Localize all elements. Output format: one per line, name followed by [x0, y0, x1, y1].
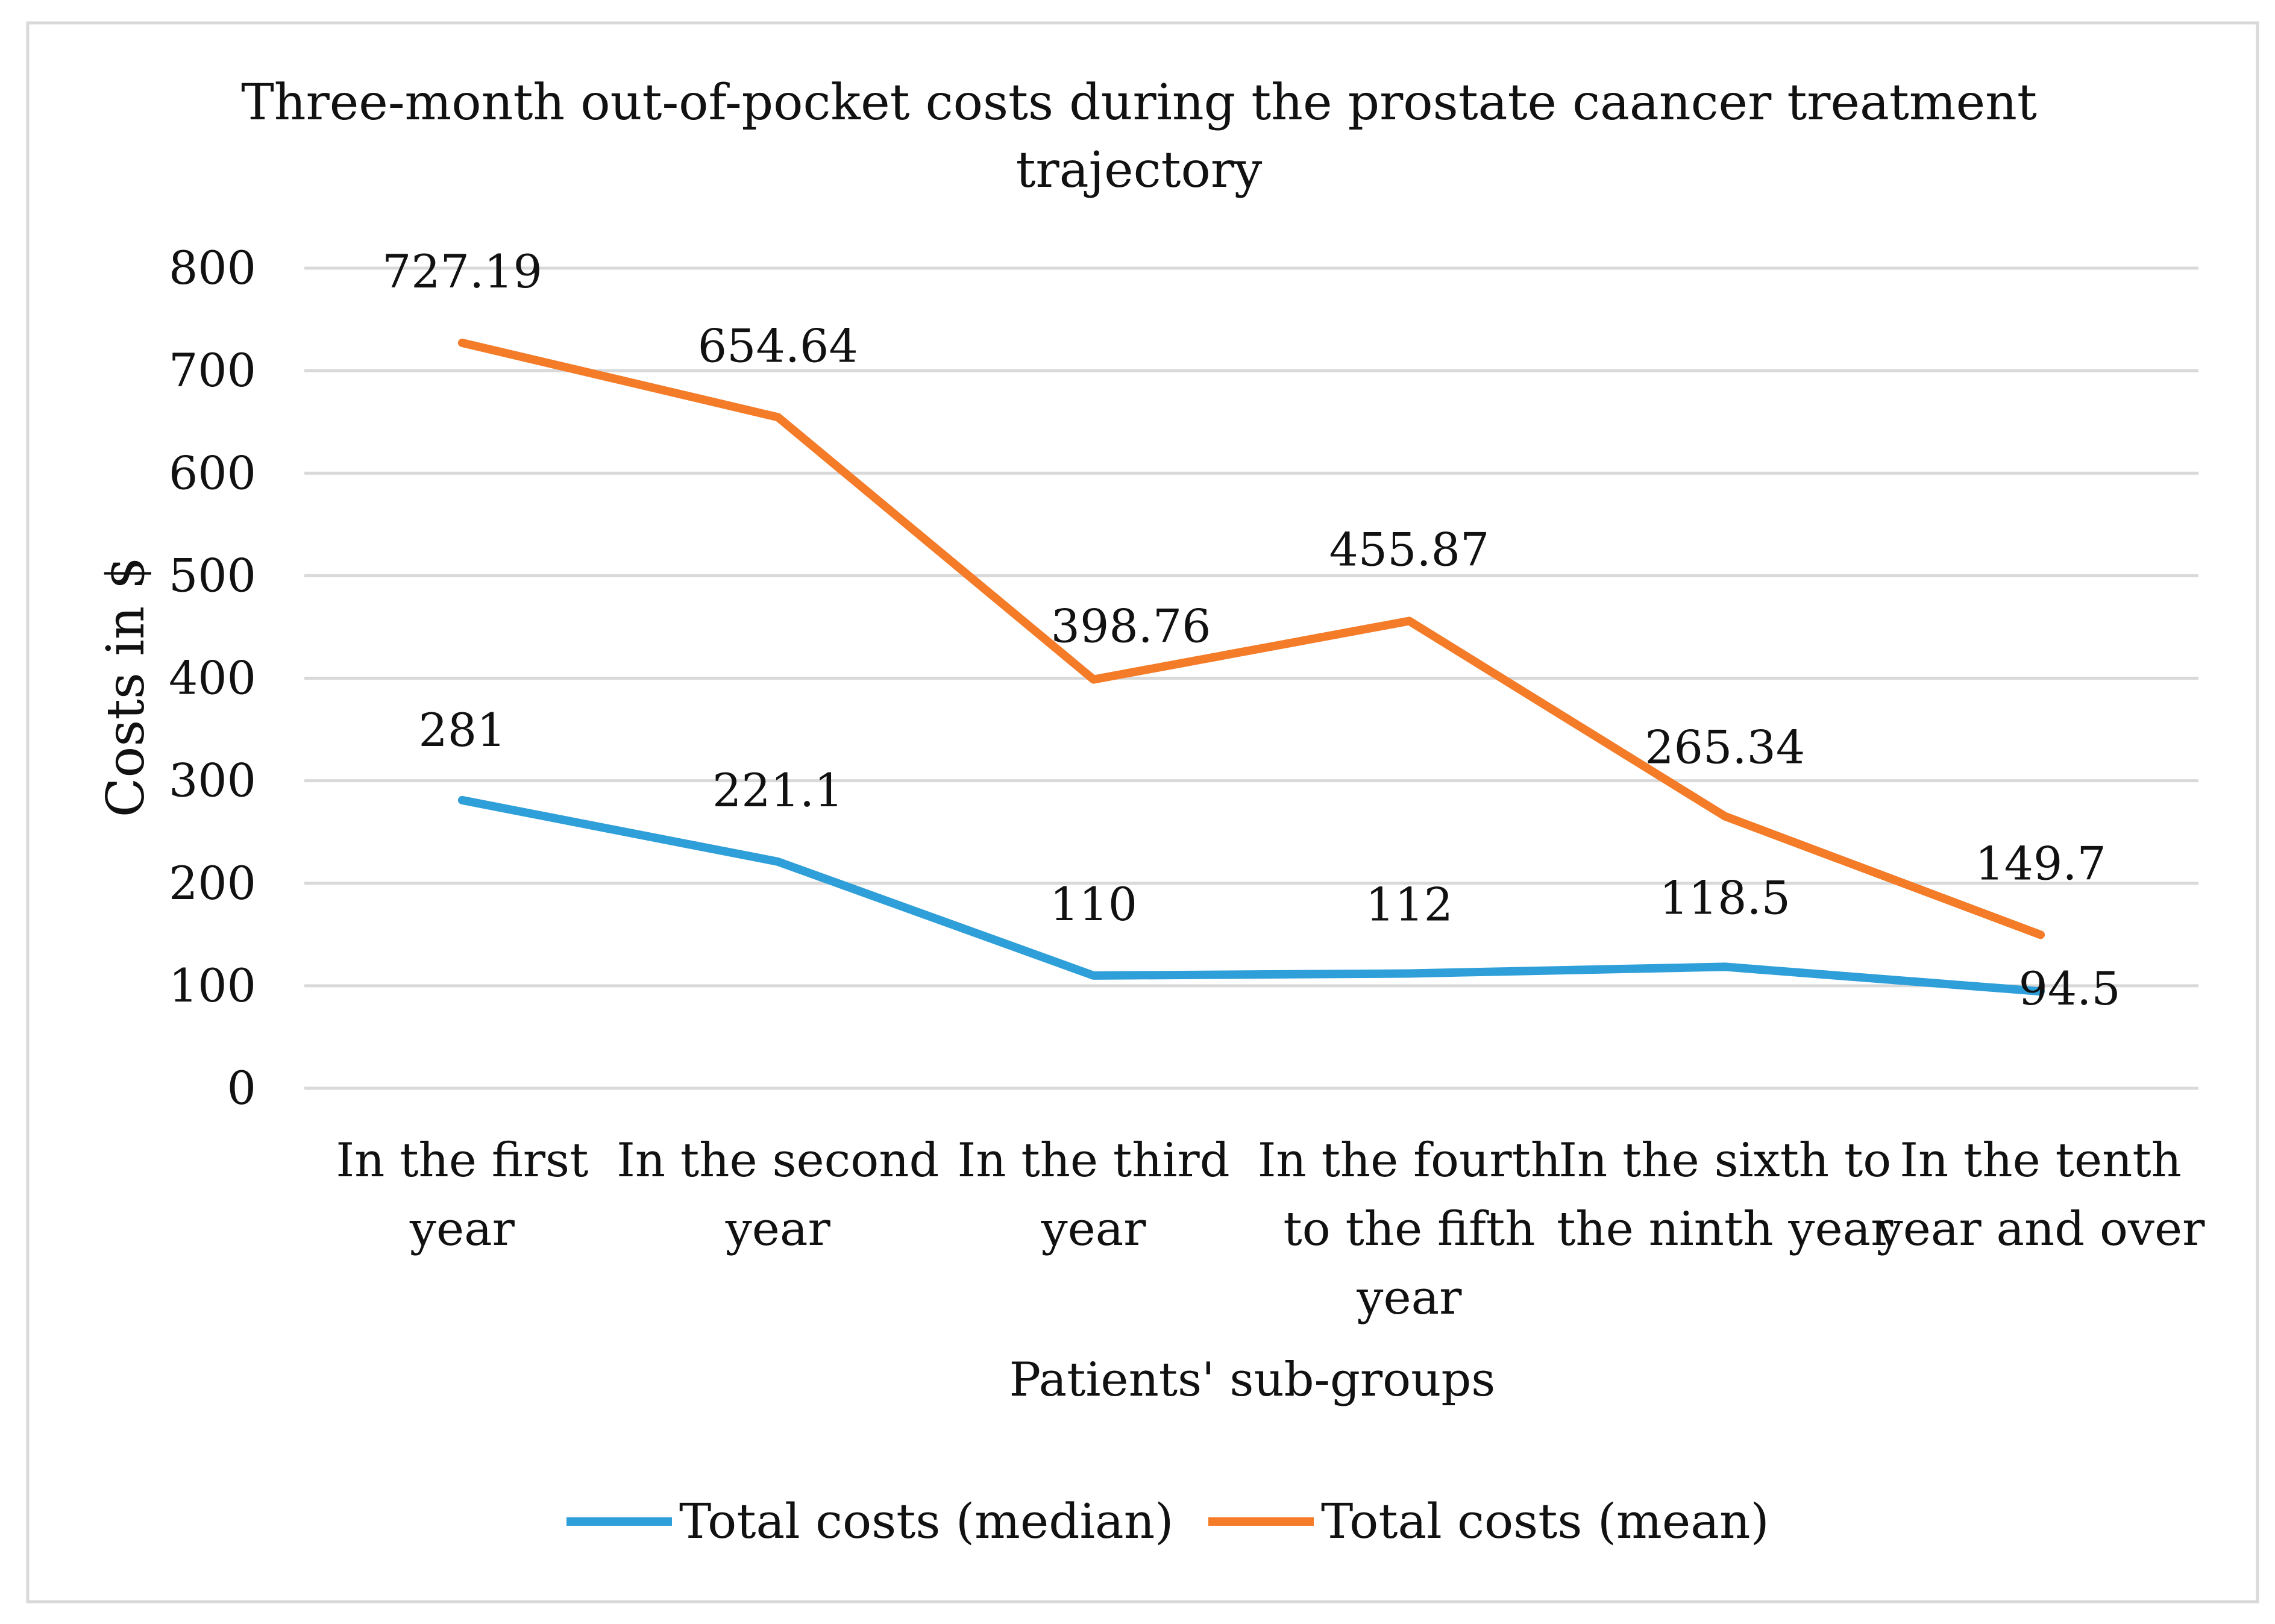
legend-label-mean: Total costs (mean) [1321, 1493, 1769, 1549]
x-category-5: In the sixth to the ninth year [1557, 1133, 1894, 1256]
y-axis-ticks: 0 100 200 300 400 500 600 700 800 [169, 241, 256, 1115]
x-category-2-line-1: In the second [617, 1133, 939, 1188]
gridlines [304, 266, 2198, 1090]
data-label-median-6: 94.5 [2018, 962, 2120, 1015]
x-category-6-line-1: In the tenth [1900, 1133, 2182, 1188]
y-tick-label-400: 400 [169, 651, 256, 705]
x-category-1-line-2: year [409, 1202, 515, 1256]
x-category-5-line-1: In the sixth to [1558, 1133, 1891, 1188]
x-category-3-line-1: In the third [958, 1133, 1230, 1188]
data-label-median-1: 281 [418, 703, 506, 757]
x-category-4-line-3: year [1356, 1271, 1462, 1325]
x-category-5-line-2: the ninth year [1557, 1202, 1894, 1256]
y-tick-label-300: 300 [169, 754, 256, 807]
y-tick-label-600: 600 [169, 446, 256, 500]
x-category-4-line-1: In the fourth [1258, 1133, 1561, 1188]
series-lines [457, 338, 2045, 996]
x-category-4: In the fourth to the fifth year [1258, 1133, 1561, 1325]
y-axis-title: Costs in $ [96, 557, 156, 818]
data-label-mean-1: 727.19 [382, 245, 542, 298]
chart-title-line-1: Three-month out-of-pocket costs during t… [241, 74, 2037, 131]
y-tick-label-200: 200 [169, 856, 256, 910]
series-line-median [457, 795, 2045, 996]
series-line-mean [457, 338, 2045, 939]
legend: Total costs (median) Total costs (mean) [566, 1493, 1769, 1549]
y-tick-label-100: 100 [169, 959, 256, 1012]
x-category-1-line-1: In the first [336, 1133, 588, 1188]
y-tick-label-700: 700 [169, 343, 256, 397]
x-category-3: In the third year [958, 1133, 1230, 1256]
y-tick-label-800: 800 [169, 241, 256, 295]
x-category-2-line-2: year [725, 1202, 831, 1256]
x-category-4-line-2: to the fifth [1283, 1202, 1535, 1256]
chart-title-line-2: trajectory [1016, 142, 1263, 199]
x-axis-title: Patients' sub-groups [1009, 1353, 1496, 1407]
y-tick-label-500: 500 [169, 548, 256, 602]
x-category-2: In the second year [617, 1133, 939, 1256]
x-category-3-line-2: year [1041, 1202, 1147, 1256]
data-label-mean-2: 654.64 [698, 319, 858, 372]
data-label-mean-4: 455.87 [1329, 522, 1489, 576]
x-category-6: In the tenth year and over [1876, 1133, 2205, 1256]
data-label-median-4: 112 [1366, 877, 1453, 931]
legend-label-median: Total costs (median) [679, 1493, 1173, 1549]
data-labels: 281 221.1 110 112 118.5 94.5 727.19 654.64 398.7… [382, 245, 2121, 1015]
y-tick-label-0: 0 [227, 1061, 256, 1115]
chart-frame [26, 21, 2259, 1604]
data-label-mean-5: 265.34 [1645, 721, 1805, 774]
x-category-6-line-2: year and over [1876, 1202, 2205, 1256]
data-label-mean-3: 398.76 [1051, 600, 1211, 653]
data-label-median-5: 118.5 [1659, 871, 1790, 924]
data-label-mean-6: 149.7 [1975, 836, 2106, 890]
data-label-median-2: 221.1 [712, 763, 844, 817]
data-label-median-3: 110 [1050, 877, 1137, 931]
x-category-1: In the first year [336, 1133, 588, 1256]
